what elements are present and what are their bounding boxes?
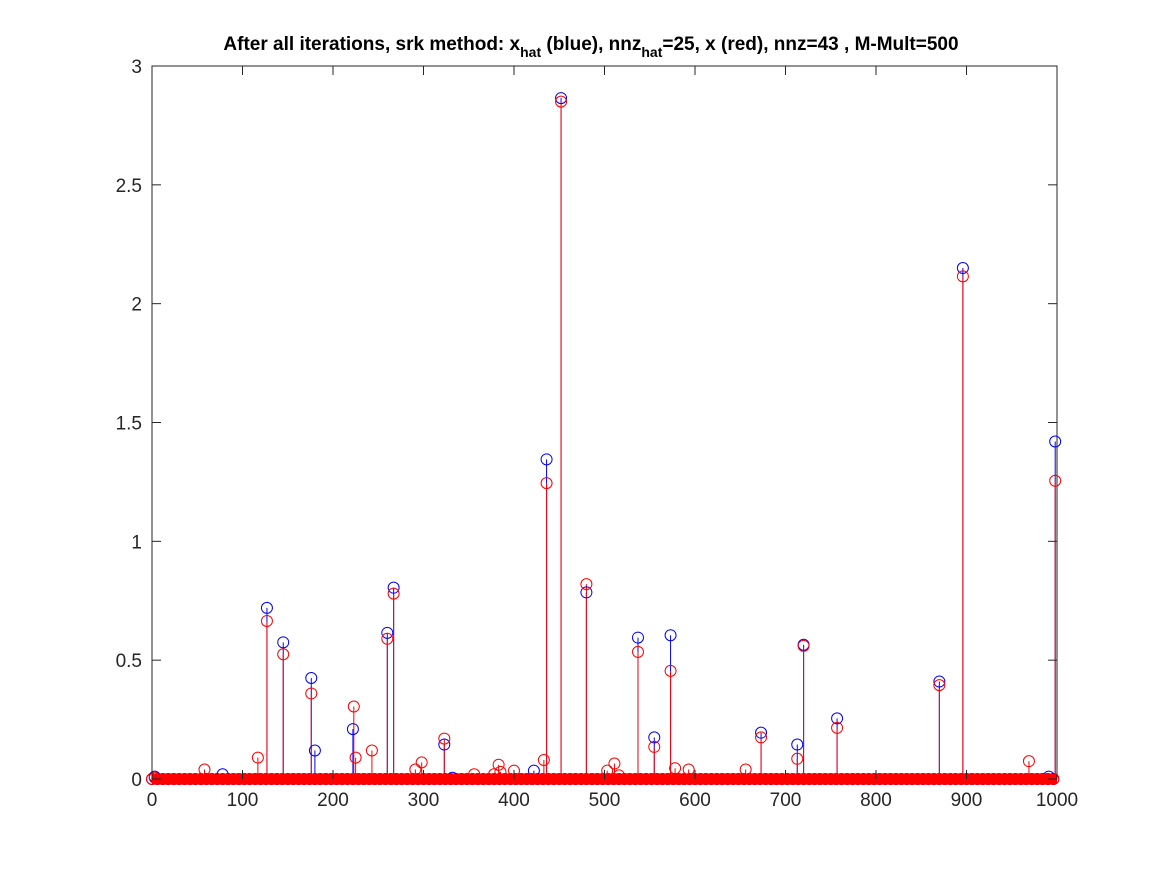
red-stem-marker bbox=[648, 740, 661, 753]
blue-stem-marker bbox=[260, 601, 273, 614]
blue-stem-marker bbox=[387, 581, 400, 594]
blue-stem-marker bbox=[664, 629, 677, 642]
red-stem-marker bbox=[537, 753, 550, 766]
red-stem-marker bbox=[1022, 755, 1035, 768]
blue-stem-marker bbox=[1049, 435, 1062, 448]
y-tick-label: 2 bbox=[131, 295, 142, 316]
red-stem-marker bbox=[492, 758, 505, 771]
y-axis-tick-labels: 0 0.5 1 1.5 2 2.5 3 bbox=[116, 57, 142, 791]
x-tick-label: 900 bbox=[951, 790, 983, 811]
red-stem-marker bbox=[260, 614, 273, 627]
red-stem-marker bbox=[669, 762, 682, 775]
red-stem-marker bbox=[305, 687, 318, 700]
red-stem-marker bbox=[580, 578, 593, 591]
blue-stem-marker bbox=[648, 731, 661, 744]
x-tick-label: 200 bbox=[317, 790, 349, 811]
x-tick-label: 0 bbox=[147, 790, 158, 811]
red-stem-marker bbox=[1049, 474, 1062, 487]
red-stem-marker bbox=[631, 645, 644, 658]
red-stem-marker bbox=[365, 744, 378, 757]
chart-title: After all iterations, srk method: xhat (… bbox=[223, 34, 958, 60]
x-tick-label: 400 bbox=[498, 790, 530, 811]
blue-stem-marker bbox=[555, 92, 568, 105]
blue-stem-marker bbox=[933, 675, 946, 688]
blue-stem-marker bbox=[277, 636, 290, 649]
blue-stem-marker bbox=[308, 744, 321, 757]
red-stem-marker bbox=[555, 95, 568, 108]
red-stem-marker bbox=[438, 732, 451, 745]
x-tick-label: 500 bbox=[589, 790, 621, 811]
blue-stem-marker bbox=[381, 626, 394, 639]
red-stem-marker bbox=[608, 757, 621, 770]
blue-stem-marker bbox=[631, 631, 644, 644]
y-tick-label: 1.5 bbox=[116, 414, 142, 435]
red-stem-marker bbox=[277, 648, 290, 661]
blue-stem-marker bbox=[831, 712, 844, 725]
blue-stem-marker bbox=[305, 671, 318, 684]
x-axis-tick-labels: 0 100 200 300 400 500 600 700 800 900 1000 bbox=[147, 790, 1078, 811]
y-tick-label: 1 bbox=[131, 532, 142, 553]
x-tick-label: 300 bbox=[408, 790, 440, 811]
blue-stem-marker bbox=[755, 726, 768, 739]
blue-stem-marker bbox=[580, 586, 593, 599]
blue-stem-marker bbox=[540, 453, 553, 466]
red-stem-marker bbox=[797, 639, 810, 652]
x-tick-label: 1000 bbox=[1036, 790, 1078, 811]
y-tick-label: 0 bbox=[131, 770, 142, 791]
x-tick-label: 800 bbox=[860, 790, 892, 811]
y-tick-label: 3 bbox=[131, 57, 142, 78]
blue-stem-marker bbox=[346, 723, 359, 736]
blue-stem-marker bbox=[438, 738, 451, 751]
axis-ticks bbox=[151, 65, 1058, 780]
red-stem-marker bbox=[387, 587, 400, 600]
x-tick-label: 600 bbox=[679, 790, 711, 811]
red-stem-marker bbox=[831, 721, 844, 734]
x-tick-label: 700 bbox=[770, 790, 802, 811]
red-stem-marker bbox=[381, 632, 394, 645]
red-stem-marker bbox=[347, 700, 360, 713]
red-stem-marker bbox=[956, 270, 969, 283]
red-stem-marker bbox=[664, 664, 677, 677]
y-tick-label: 0.5 bbox=[116, 651, 142, 672]
red-stem-marker bbox=[540, 477, 553, 490]
x-tick-label: 100 bbox=[227, 790, 259, 811]
blue-stem-marker bbox=[791, 738, 804, 751]
red-stem-marker bbox=[415, 756, 428, 769]
red-stem-marker bbox=[755, 731, 768, 744]
plot-area bbox=[151, 65, 1058, 780]
red-stem-marker bbox=[251, 751, 264, 764]
blue-stem-marker bbox=[956, 262, 969, 275]
red-stem-marker bbox=[933, 679, 946, 692]
red-stem-marker bbox=[791, 752, 804, 765]
y-tick-label: 2.5 bbox=[116, 176, 142, 197]
red-stem-marker bbox=[349, 751, 362, 764]
